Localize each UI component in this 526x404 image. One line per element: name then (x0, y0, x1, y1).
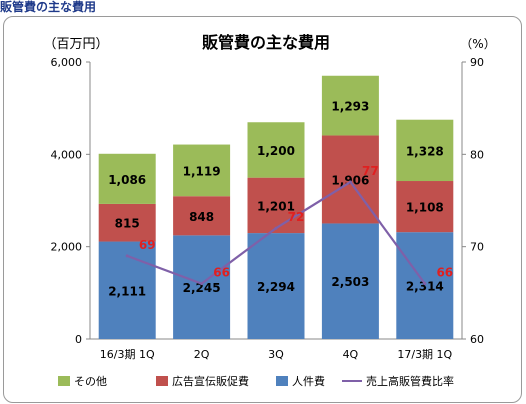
bar-data-label: 2,111 (108, 284, 146, 298)
bar-segment (173, 144, 231, 197)
bar-data-label: 815 (115, 217, 140, 231)
ratio-data-label: 69 (139, 238, 156, 252)
left-axis-unit: （百万円） (43, 37, 108, 52)
right-axis-unit: （%） (460, 37, 495, 51)
legend-label: 人件費 (292, 374, 325, 388)
legend-swatch (58, 376, 70, 386)
left-tick-label: 0 (75, 333, 82, 346)
bar-segment (321, 223, 379, 339)
plot-area: 0 2,000 4,000 6,000 60 70 80 90 16/3期 1Q 2Q 3Q 4Q 17… (51, 56, 485, 361)
ratio-data-label: 66 (436, 266, 453, 280)
bar-data-label: 1,201 (257, 199, 295, 213)
bar-segment (98, 153, 156, 204)
bar-data-label: 1,328 (406, 144, 444, 158)
bar-data-label: 1,200 (257, 144, 295, 158)
right-tick-label: 80 (470, 148, 484, 161)
right-tick-label: 90 (470, 56, 484, 69)
ratio-line-point (423, 282, 427, 286)
category-label: 2Q (194, 348, 210, 361)
bar-data-label: 2,245 (183, 281, 221, 295)
ratio-line-point (125, 254, 129, 258)
ratio-line-point (274, 226, 278, 230)
category-label: 3Q (268, 348, 284, 361)
chart-legend: その他 広告宣伝販促費 人件費 売上高販管費比率 (58, 374, 454, 388)
left-tick-label: 2,000 (51, 241, 83, 254)
bar-data-label: 1,108 (406, 201, 444, 215)
chart-title: 販管費の主な費用 (202, 33, 330, 52)
bar-data-label: 848 (189, 210, 214, 224)
left-tick-label: 4,000 (51, 148, 83, 161)
category-label: 16/3期 1Q (100, 348, 155, 361)
bar-segment (321, 75, 379, 136)
legend-label: 売上高販管費比率 (366, 374, 454, 388)
bar-segment (247, 122, 305, 178)
bar-segment (98, 241, 156, 339)
right-tick-label: 70 (470, 241, 484, 254)
bar-segment (396, 119, 454, 182)
bar-data-label: 2,294 (257, 280, 295, 294)
ratio-data-label: 77 (362, 164, 379, 178)
ratio-line-point (348, 180, 352, 184)
bar-data-label: 2,314 (406, 280, 444, 294)
bar-data-label: 2,503 (331, 275, 369, 289)
legend-swatch (156, 376, 168, 386)
bar-data-label: 1,293 (331, 100, 369, 114)
bar-segment (173, 196, 231, 236)
ratio-data-label: 66 (213, 266, 230, 280)
bar-data-label: 1,086 (108, 173, 146, 187)
bar-segment (396, 232, 454, 339)
bar-segment (247, 233, 305, 339)
category-label: 4Q (343, 348, 359, 361)
bar-segment (247, 177, 305, 234)
legend-label: 広告宣伝販促費 (172, 374, 249, 388)
left-tick-label: 6,000 (51, 56, 83, 69)
category-label: 17/3期 1Q (397, 348, 452, 361)
right-tick-label: 60 (470, 333, 484, 346)
bar-segment (98, 203, 156, 242)
ratio-data-label: 72 (288, 210, 305, 224)
legend-swatch (276, 376, 288, 386)
bar-segment (173, 235, 231, 339)
bar-data-label: 1,119 (183, 164, 221, 178)
bar-segment (396, 181, 454, 233)
bar-data-label: 1,906 (331, 173, 369, 187)
page-heading: 販管費の主な費用 (0, 0, 97, 14)
ratio-line-point (200, 282, 204, 286)
legend-label: その他 (74, 375, 107, 388)
